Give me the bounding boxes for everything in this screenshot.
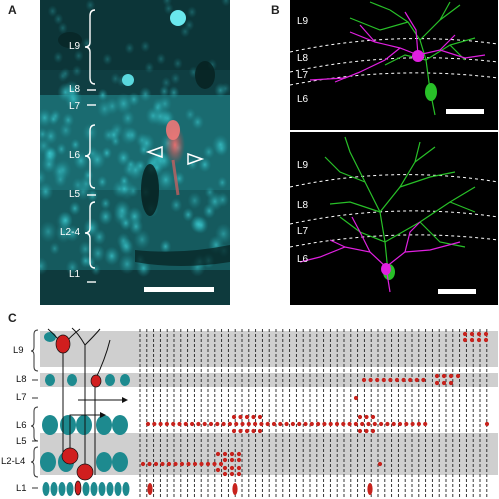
panel-a-label-l5: L5 — [69, 189, 81, 200]
panel-b-bottom-label-l6: L6 — [297, 254, 309, 265]
panel-b-top-label-l6: L6 — [297, 94, 309, 105]
magenta-neuron-top — [309, 11, 486, 83]
panel-a-scale-bar — [144, 287, 214, 292]
green-neuron-top — [349, 1, 476, 116]
panel-a-label-l1: L1 — [69, 269, 81, 280]
panel-c-cell-schematic — [40, 332, 130, 496]
arrow-right-icon-2 — [122, 397, 128, 403]
panel-b-bottom-label-l9: L9 — [297, 160, 309, 171]
panel-a-letter: A — [8, 3, 17, 17]
arrowhead-right-icon — [187, 152, 205, 166]
panel-c-label-l9: L9 — [13, 345, 24, 356]
green-neuron-bottom — [324, 136, 476, 273]
panel-c-label-l5: L5 — [16, 436, 27, 447]
panel-c-label-l6: L6 — [16, 420, 27, 431]
panel-b-top-label-l9: L9 — [297, 16, 309, 27]
panel-a-micrograph — [40, 0, 230, 305]
panel-a-label-l8: L8 — [69, 84, 81, 95]
panel-c-label-l8: L8 — [16, 374, 27, 385]
panel-c-label-l7: L7 — [16, 392, 27, 403]
panel-c-label-l1: L1 — [16, 483, 27, 494]
panel-b-bottom-scale-bar — [438, 289, 476, 294]
panel-a-label-l7: L7 — [69, 101, 81, 112]
panel-c-cell-traces — [139, 329, 488, 497]
panel-b-bottom-label-l7: L7 — [297, 226, 309, 237]
magenta-neuron-bottom — [299, 216, 461, 293]
panel-c-letter: C — [8, 311, 17, 325]
panel-a-image — [40, 0, 230, 305]
panel-b-bottom-image: L9 L8 L7 L6 — [290, 132, 498, 305]
panel-c-activity-dots — [140, 331, 490, 495]
panel-a-label-l9: L9 — [69, 41, 81, 52]
panel-b-top-label-l8: L8 — [297, 53, 309, 64]
panel-b-top-label-l7: L7 — [297, 70, 309, 81]
panel-a-layer-brackets — [84, 9, 96, 283]
arrow-right-icon — [100, 412, 106, 418]
panel-c-diagram — [30, 327, 498, 497]
panel-a-label-l2-4: L2-4 — [60, 227, 81, 238]
panel-b-top-image: L9 L8 L7 L6 — [290, 0, 498, 130]
panel-b-bottom-label-l8: L8 — [297, 200, 309, 211]
panel-b-top-scale-bar — [446, 109, 484, 114]
panel-c-label-l2-l4: L2-L4 — [1, 456, 26, 467]
panel-b-letter: B — [271, 3, 280, 17]
panel-a-label-l6: L6 — [69, 150, 81, 161]
arrowhead-left-icon — [145, 145, 163, 159]
